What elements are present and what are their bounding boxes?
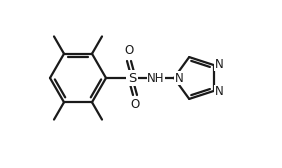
Text: N: N bbox=[215, 86, 224, 98]
Text: N: N bbox=[215, 58, 224, 71]
Text: O: O bbox=[124, 45, 134, 57]
Text: NH: NH bbox=[147, 72, 165, 85]
Text: N: N bbox=[175, 72, 184, 85]
Text: O: O bbox=[130, 98, 140, 112]
Text: S: S bbox=[128, 72, 136, 85]
